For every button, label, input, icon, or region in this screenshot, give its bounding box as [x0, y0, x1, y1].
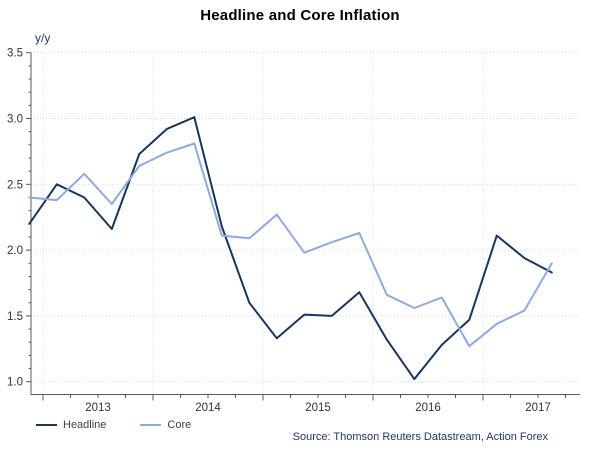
legend-label-headline: Headline — [63, 419, 107, 431]
legend-item-core: Core — [140, 419, 191, 431]
svg-text:1.0: 1.0 — [7, 377, 23, 389]
chart-title: Headline and Core Inflation — [200, 7, 400, 24]
legend: Headline Core — [36, 419, 191, 431]
headline-line-swatch — [36, 424, 57, 426]
legend-label-core: Core — [167, 419, 192, 431]
core-line-swatch — [140, 424, 162, 426]
svg-text:2.5: 2.5 — [7, 179, 23, 191]
source-attribution: Source: Thomson Reuters Datastream, Acti… — [292, 431, 548, 443]
svg-text:3.5: 3.5 — [7, 48, 23, 60]
svg-text:2.0: 2.0 — [7, 245, 23, 257]
svg-text:2016: 2016 — [415, 402, 441, 414]
svg-text:2013: 2013 — [85, 402, 111, 414]
y-axis-unit-label: y/y — [35, 31, 51, 45]
svg-text:2017: 2017 — [525, 402, 551, 414]
svg-text:1.5: 1.5 — [7, 311, 23, 323]
svg-text:2014: 2014 — [195, 402, 221, 414]
legend-item-headline: Headline — [36, 419, 106, 431]
svg-text:3.0: 3.0 — [7, 114, 23, 126]
svg-text:2015: 2015 — [305, 402, 331, 414]
